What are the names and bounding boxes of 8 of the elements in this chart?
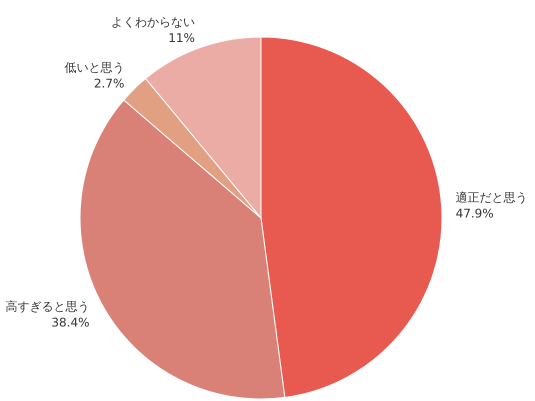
slice-label: 高すぎると思う [6,300,90,314]
data-label: 47.9% [456,206,494,221]
slice-label: 適正だと思う [456,190,528,205]
slice-label: よくわからない [110,14,195,29]
slice-label: 低いと思う [64,60,124,75]
data-label: 2.7% [94,76,124,91]
data-label: 38.4% [51,316,90,330]
data-label: 11% [168,30,195,45]
